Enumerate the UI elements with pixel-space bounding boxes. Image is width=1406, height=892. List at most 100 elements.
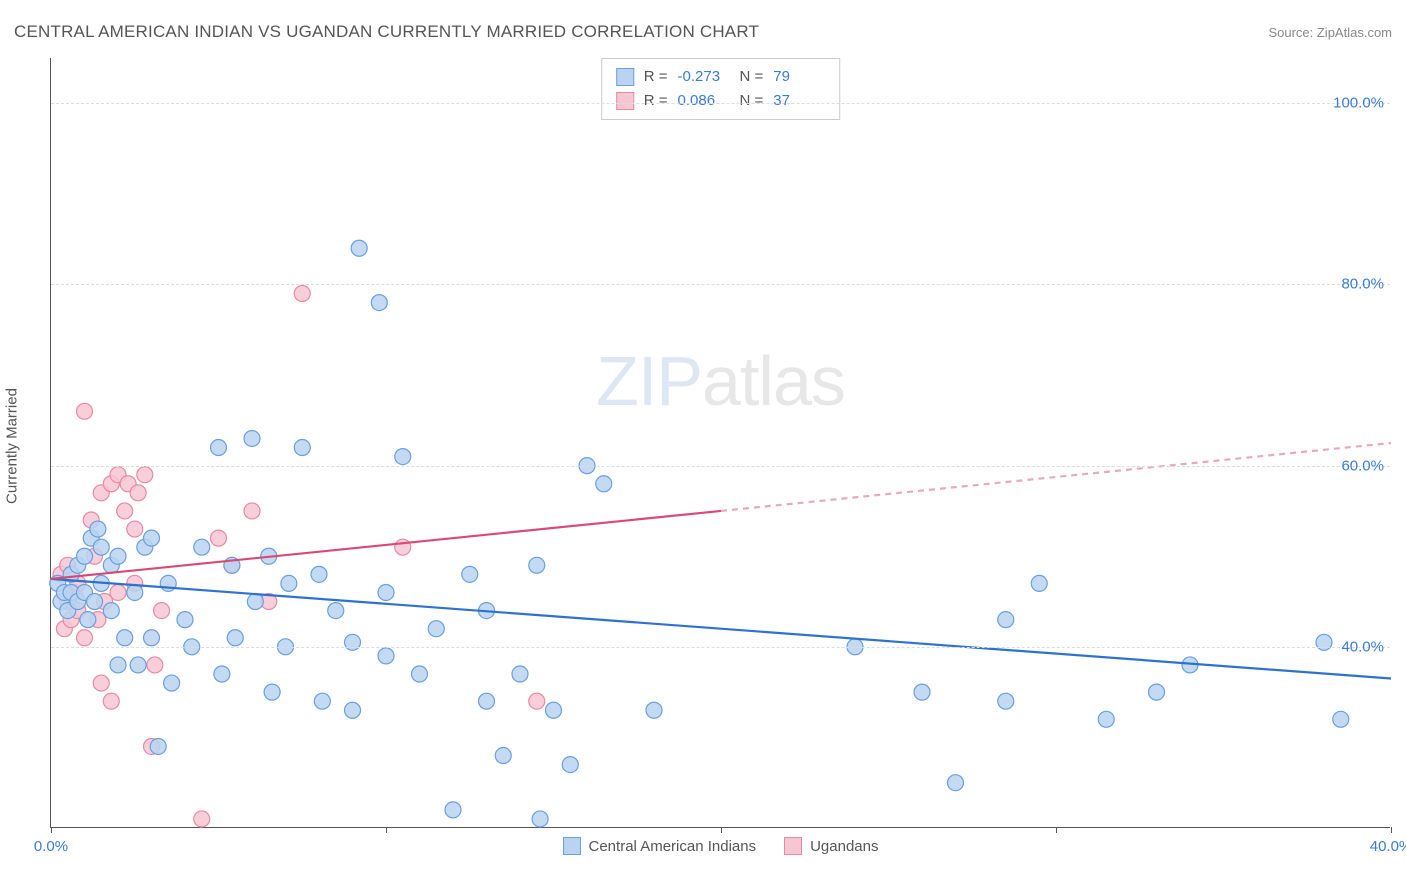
scatter-point-series1 xyxy=(281,575,297,591)
scatter-point-series1 xyxy=(596,476,612,492)
scatter-point-series2 xyxy=(244,503,260,519)
scatter-point-series2 xyxy=(93,675,109,691)
scatter-point-series2 xyxy=(117,503,133,519)
n-value: 37 xyxy=(773,89,825,113)
scatter-point-series1 xyxy=(264,684,280,700)
scatter-point-series1 xyxy=(314,693,330,709)
x-tick-label: 0.0% xyxy=(34,838,68,855)
source-label: Source: ZipAtlas.com xyxy=(1268,25,1392,40)
x-tick xyxy=(1056,827,1057,833)
scatter-point-series1 xyxy=(546,702,562,718)
scatter-point-series1 xyxy=(127,584,143,600)
scatter-point-series1 xyxy=(345,702,361,718)
scatter-point-series1 xyxy=(211,440,227,456)
scatter-point-series1 xyxy=(351,240,367,256)
scatter-point-series1 xyxy=(428,621,444,637)
scatter-point-series2 xyxy=(147,657,163,673)
scatter-point-series1 xyxy=(144,630,160,646)
scatter-point-series1 xyxy=(479,693,495,709)
scatter-point-series1 xyxy=(164,675,180,691)
scatter-point-series1 xyxy=(998,693,1014,709)
scatter-point-series1 xyxy=(646,702,662,718)
legend-item: Central American Indians xyxy=(563,837,757,855)
scatter-point-series1 xyxy=(130,657,146,673)
scatter-point-series1 xyxy=(214,666,230,682)
scatter-point-series1 xyxy=(110,548,126,564)
scatter-point-series1 xyxy=(150,738,166,754)
chart-title: CENTRAL AMERICAN INDIAN VS UGANDAN CURRE… xyxy=(14,22,759,42)
scatter-point-series2 xyxy=(127,521,143,537)
scatter-point-series2 xyxy=(110,584,126,600)
scatter-point-series1 xyxy=(395,449,411,465)
y-axis-label: Currently Married xyxy=(4,388,21,504)
r-label: R = xyxy=(644,65,668,89)
scatter-point-series1 xyxy=(93,539,109,555)
scatter-point-series2 xyxy=(211,530,227,546)
scatter-point-series1 xyxy=(77,548,93,564)
scatter-point-series2 xyxy=(137,467,153,483)
scatter-point-series2 xyxy=(529,693,545,709)
scatter-point-series1 xyxy=(914,684,930,700)
scatter-point-series2 xyxy=(130,485,146,501)
scatter-point-series2 xyxy=(77,630,93,646)
scatter-point-series1 xyxy=(177,612,193,628)
scatter-point-series1 xyxy=(103,603,119,619)
scatter-point-series1 xyxy=(378,648,394,664)
swatch-series1 xyxy=(563,837,581,855)
scatter-point-series1 xyxy=(194,539,210,555)
scatter-point-series1 xyxy=(562,757,578,773)
legend-series: Central American Indians Ugandans xyxy=(563,837,879,855)
grid-line xyxy=(51,466,1390,467)
scatter-point-series1 xyxy=(948,775,964,791)
x-tick xyxy=(51,827,52,833)
legend-label: Central American Indians xyxy=(589,838,757,855)
scatter-point-series1 xyxy=(512,666,528,682)
r-value: 0.086 xyxy=(678,89,730,113)
scatter-point-series1 xyxy=(244,430,260,446)
chart-svg xyxy=(51,58,1390,827)
grid-line xyxy=(51,284,1390,285)
y-tick-label: 60.0% xyxy=(1341,457,1384,474)
scatter-point-series1 xyxy=(1098,711,1114,727)
n-label: N = xyxy=(740,65,764,89)
legend-stats-row: R = 0.086 N = 37 xyxy=(616,89,826,113)
scatter-point-series1 xyxy=(311,566,327,582)
scatter-point-series1 xyxy=(227,630,243,646)
scatter-point-series1 xyxy=(1333,711,1349,727)
scatter-point-series1 xyxy=(371,295,387,311)
scatter-point-series1 xyxy=(1031,575,1047,591)
r-label: R = xyxy=(644,89,668,113)
scatter-point-series1 xyxy=(378,584,394,600)
scatter-point-series1 xyxy=(117,630,133,646)
scatter-point-series1 xyxy=(80,612,96,628)
scatter-point-series1 xyxy=(532,811,548,827)
y-tick-label: 100.0% xyxy=(1333,95,1384,112)
x-tick xyxy=(1391,827,1392,833)
x-tick-label: 40.0% xyxy=(1370,838,1406,855)
legend-label: Ugandans xyxy=(810,838,878,855)
scatter-point-series1 xyxy=(1316,634,1332,650)
scatter-point-series1 xyxy=(87,594,103,610)
scatter-point-series1 xyxy=(345,634,361,650)
scatter-point-series1 xyxy=(1149,684,1165,700)
grid-line xyxy=(51,103,1390,104)
scatter-point-series1 xyxy=(247,594,263,610)
y-tick-label: 80.0% xyxy=(1341,276,1384,293)
scatter-point-series1 xyxy=(110,657,126,673)
scatter-point-series1 xyxy=(328,603,344,619)
x-tick xyxy=(386,827,387,833)
scatter-point-series1 xyxy=(90,521,106,537)
scatter-point-series2 xyxy=(154,603,170,619)
scatter-point-series1 xyxy=(144,530,160,546)
scatter-point-series2 xyxy=(294,286,310,302)
scatter-point-series1 xyxy=(294,440,310,456)
scatter-point-series1 xyxy=(998,612,1014,628)
n-value: 79 xyxy=(773,65,825,89)
scatter-point-series2 xyxy=(77,403,93,419)
scatter-point-series1 xyxy=(495,748,511,764)
scatter-point-series2 xyxy=(103,693,119,709)
trendline-series2-dash xyxy=(721,443,1391,511)
scatter-point-series1 xyxy=(445,802,461,818)
legend-item: Ugandans xyxy=(784,837,878,855)
trendline-series1 xyxy=(51,579,1391,679)
